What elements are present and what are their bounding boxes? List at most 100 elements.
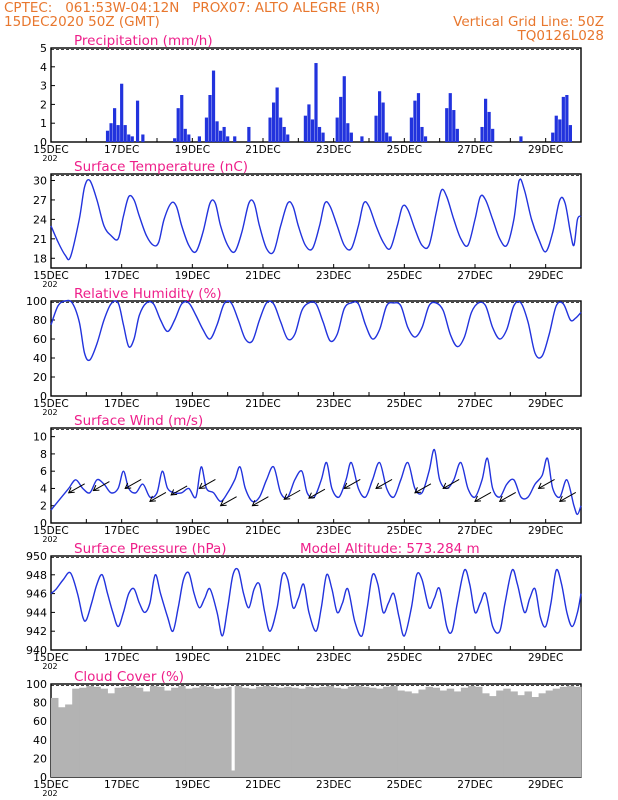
x-tick-label: 15DEC — [33, 270, 68, 282]
cloud-bar — [425, 686, 433, 777]
y-tick-label: 946 — [26, 588, 47, 601]
cloud-bar — [114, 687, 123, 777]
x-tick-label: 21DEC — [245, 779, 280, 791]
y-tick-label: 100 — [26, 295, 47, 308]
x-tick-label: 29DEC — [528, 270, 563, 282]
panel-frame — [50, 300, 582, 397]
cloud-bar — [128, 685, 137, 777]
x-year-label: 202 — [42, 280, 57, 289]
cloud-bar — [369, 687, 377, 777]
cloud-bar — [404, 691, 412, 777]
y-tick-label: 942 — [26, 625, 47, 638]
cloud-bar — [467, 685, 476, 777]
x-tick-label: 27DEC — [457, 270, 492, 282]
wind-arrow-head — [219, 500, 227, 507]
series-line — [50, 448, 582, 516]
x-tick-label: 27DEC — [457, 652, 492, 664]
precip-bar — [448, 93, 452, 142]
x-tick-label: 23DEC — [316, 144, 351, 156]
precip-bar — [452, 110, 456, 142]
precip-bar — [484, 98, 488, 142]
cloud-bar — [552, 688, 561, 777]
wind-arrow-head — [149, 495, 156, 502]
precip-bar — [226, 136, 230, 142]
wind-arrow — [251, 496, 269, 507]
precip-bar — [109, 123, 113, 142]
cloud-bar — [93, 686, 101, 777]
x-tick-label: 15DEC — [33, 525, 68, 537]
y-tick-label: 0 — [40, 390, 47, 403]
precip-bar — [423, 136, 428, 142]
x-tick-label: 29DEC — [528, 144, 563, 156]
x-tick-label: 21DEC — [245, 525, 280, 537]
wind-arrow — [283, 489, 301, 500]
cloud-bar — [135, 687, 144, 777]
x-tick-label: 17DEC — [104, 652, 139, 664]
precip-bar — [349, 132, 353, 142]
panel-frame — [50, 173, 582, 269]
precip-bar — [123, 125, 127, 142]
x-tick-label: 29DEC — [528, 525, 563, 537]
cloud-bar — [510, 691, 518, 777]
y-tick-label: 100 — [26, 678, 47, 691]
wind-arrow-head — [251, 500, 259, 507]
precip-bar — [127, 134, 131, 142]
wind-arrow — [92, 481, 110, 492]
precip-bar — [219, 130, 223, 142]
cloud-bar — [538, 693, 547, 777]
wind-arrow — [198, 479, 216, 490]
series-line — [50, 567, 582, 637]
panel-5: Surface Pressure (hPa) Model Altitude: 57… — [26, 541, 582, 671]
cloud-bar — [65, 704, 73, 777]
precip-bar — [222, 126, 226, 142]
cloud-bar — [460, 687, 469, 777]
x-tick-label: 25DEC — [387, 398, 422, 410]
cloud-bar — [439, 690, 448, 777]
cloud-bar — [482, 693, 490, 777]
header-date: 15DEC2020 50Z (GMT) — [4, 14, 160, 30]
precip-bar — [385, 132, 389, 142]
cloud-bar — [263, 685, 271, 777]
y-tick-label: 4 — [40, 61, 47, 74]
wind-arrow-head — [170, 489, 178, 496]
precip-bar — [130, 136, 134, 142]
panel-title: Surface Pressure (hPa) — [74, 541, 227, 557]
cloud-bar — [496, 690, 504, 777]
cloud-bar — [503, 688, 511, 777]
x-tick-label: 29DEC — [528, 398, 563, 410]
precip-bar — [183, 128, 187, 142]
x-tick-label: 15DEC — [33, 144, 68, 156]
wind-arrow-shaft — [344, 479, 361, 489]
precip-bar — [388, 136, 392, 142]
x-tick-label: 21DEC — [245, 270, 280, 282]
precip-bar — [561, 96, 565, 142]
wind-arrow-shaft — [308, 488, 326, 499]
precip-bar — [135, 100, 140, 142]
cloud-bar — [277, 687, 285, 777]
cloud-bar — [312, 687, 320, 777]
y-tick-label: 944 — [26, 606, 47, 619]
wind-arrow-shaft — [283, 489, 301, 500]
wind-arrow-shaft — [442, 479, 460, 489]
y-tick-label: 27 — [33, 194, 47, 207]
header-line1: CPTEC: 061:53W-04:12N PROX07: ALTO ALEGR… — [4, 0, 381, 16]
x-tick-label: 19DEC — [175, 270, 210, 282]
x-tick-label: 23DEC — [316, 398, 351, 410]
cloud-bar — [298, 688, 306, 777]
cloud-bar — [72, 688, 80, 777]
x-tick-label: 21DEC — [245, 144, 280, 156]
cloud-bar — [199, 685, 207, 777]
precip-bar — [346, 123, 350, 142]
panel-title: Surface Temperature (nC) — [74, 159, 248, 175]
y-tick-label: 21 — [33, 233, 47, 246]
precip-bar — [409, 117, 413, 142]
wind-arrow-head — [442, 482, 450, 490]
precip-bar — [113, 108, 117, 142]
cloud-bar — [241, 687, 250, 777]
precip-bar — [141, 134, 145, 142]
wind-arrow-head — [67, 487, 75, 494]
wind-arrow — [498, 491, 516, 502]
cloud-bar — [220, 687, 229, 777]
panel-1: Precipitation (mm/h) 0 1 2 3 4 5 15DEC 17DEC 19DE… — [33, 33, 582, 163]
wind-arrow-shaft — [414, 483, 432, 494]
